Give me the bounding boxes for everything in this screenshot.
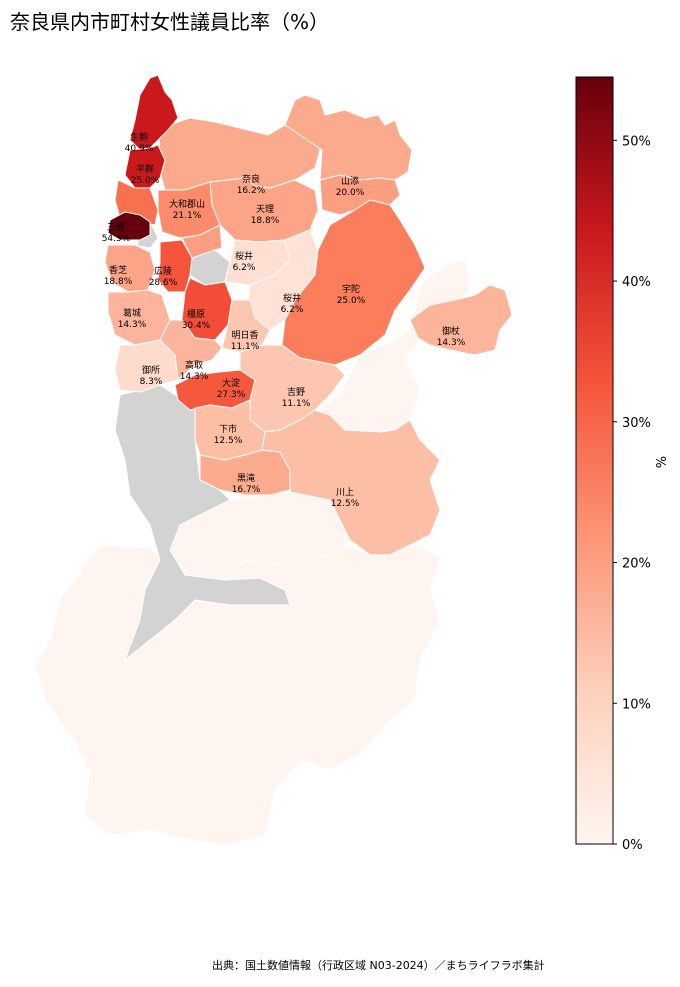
label-name: 桜井 — [283, 292, 301, 304]
label-value: 12.5% — [331, 499, 360, 509]
label-name: 桜井 — [235, 250, 253, 262]
label-name: 御所 — [142, 364, 160, 376]
label-name: 下市 — [219, 423, 237, 435]
label-value: 30.4% — [182, 321, 211, 331]
colorbar-tick-label: 20% — [622, 557, 651, 572]
svg-text:桜井6.2%: 桜井 6.2% — [281, 292, 304, 315]
colorbar-tick-label: 50% — [622, 134, 651, 149]
region-yamazoe[interactable] — [319, 174, 401, 216]
label-name: 宇陀 — [342, 283, 360, 295]
label-value: 40.9% — [125, 144, 154, 154]
label-name: 御杖 — [442, 325, 460, 337]
region-gose[interactable] — [114, 339, 179, 393]
label-value: 11.1% — [231, 342, 260, 352]
region-tenri[interactable] — [209, 177, 319, 243]
colorbar-gradient — [575, 76, 614, 845]
region-takatori[interactable] — [159, 319, 223, 381]
region-mitsue[interactable] — [409, 284, 513, 356]
colorbar-label: % — [655, 456, 670, 468]
label-name: 吉野 — [287, 387, 305, 398]
label-name: 天理 — [256, 204, 274, 215]
source-note: 出典：国土数値情報（行政区域 N03-2024）／まちライフラボ集計 — [212, 959, 545, 972]
label-value: 18.8% — [104, 277, 133, 287]
label-value: 25.0% — [337, 296, 366, 306]
label-value: 18.8% — [251, 216, 280, 226]
label-name: 生駒 — [130, 131, 148, 143]
region-heguri[interactable] — [124, 144, 166, 189]
label-value: 27.3% — [217, 390, 246, 400]
label-name: 黒滝 — [237, 473, 255, 484]
label-value: 12.5% — [214, 436, 243, 446]
label-value: 6.2% — [281, 305, 304, 315]
label-name: 奈良 — [242, 173, 260, 185]
region-kawakami[interactable] — [261, 409, 441, 556]
colorbar: 0% 10% 20% 30% 40% 50% % — [575, 76, 670, 853]
map-title: 奈良県内市町村女性議員比率（%） — [10, 10, 330, 34]
label-value: 6.2% — [233, 263, 256, 273]
label-value: 20.0% — [336, 188, 365, 198]
label-name: 山添 — [341, 176, 359, 187]
label-name: 橿原 — [187, 308, 205, 320]
region-shapes — [34, 74, 513, 846]
label-name: 三郷 — [107, 222, 125, 233]
label-value: 16.7% — [232, 485, 261, 495]
label-name: 高取 — [185, 359, 203, 371]
label-name: 明日香 — [231, 330, 258, 341]
svg-text:桜井6.2%: 桜井 6.2% — [233, 250, 256, 273]
colorbar-tick-label: 30% — [622, 416, 651, 431]
region-asuka[interactable] — [221, 299, 271, 353]
label-value: 16.2% — [237, 186, 266, 196]
label-value: 21.1% — [173, 211, 202, 221]
label-value: 14.3% — [180, 372, 209, 382]
region-sango[interactable] — [107, 211, 151, 241]
label-value: 14.3% — [118, 320, 147, 330]
svg-text:御所8.3%: 御所 8.3% — [140, 364, 163, 387]
label-name: 大淀 — [222, 377, 240, 389]
label-name: 香芝 — [109, 264, 127, 276]
label-value: 14.3% — [437, 338, 466, 348]
region-tawaramoto[interactable] — [181, 224, 223, 259]
label-value: 28.6% — [149, 278, 178, 288]
label-value: 25.0% — [131, 176, 160, 186]
colorbar-tick-label: 40% — [622, 275, 651, 290]
label-name: 川上 — [336, 487, 354, 498]
colorbar-tick-label: 10% — [622, 697, 651, 712]
label-value: 54.5% — [102, 234, 131, 244]
label-name: 広陵 — [154, 265, 172, 277]
colorbar-ticks: 0% 10% 20% 30% 40% 50% — [613, 134, 651, 853]
label-value: 11.1% — [282, 399, 311, 409]
label-name: 平群 — [136, 163, 154, 175]
label-value: 8.3% — [140, 377, 163, 387]
colorbar-tick-label: 0% — [622, 838, 643, 853]
label-name: 葛城 — [123, 307, 141, 319]
region-labels: 生駒 40.9% 平群 25.0% 奈良 16.2% 山添 20.0% 大和郡山 21.1… — [102, 131, 466, 509]
region-ikoma[interactable] — [129, 74, 179, 151]
label-name: 大和郡山 — [169, 198, 205, 210]
